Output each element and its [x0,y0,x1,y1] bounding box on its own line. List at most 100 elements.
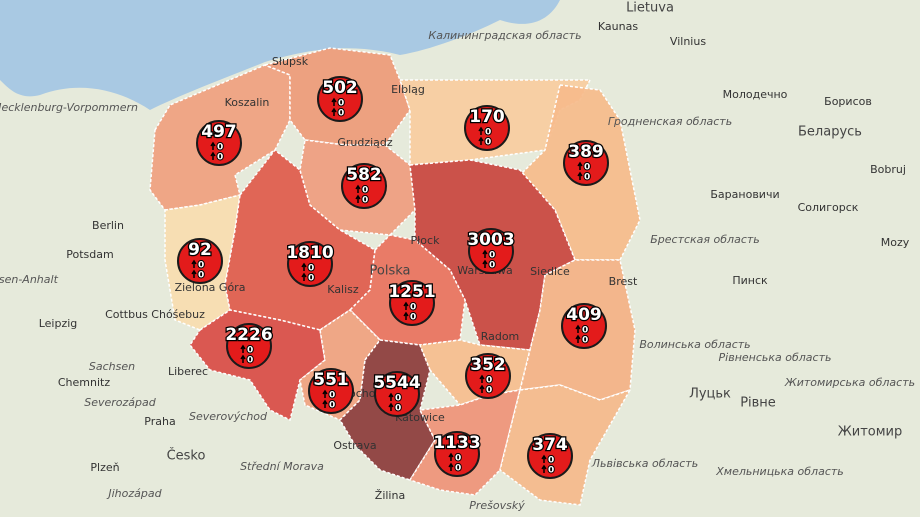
place-label: Žilina [375,489,405,502]
place-label: Vilnius [670,35,706,48]
place-label: Płock [411,234,441,247]
place-label: Ostrava [333,439,376,452]
place-label: Słupsk [272,55,309,68]
place-label: Střední Morava [240,460,324,473]
place-label: Polska [370,264,411,279]
place-label: Житомир [838,425,903,440]
deaths-count: 0 [584,173,590,183]
case-marker [226,323,272,369]
case-count: 3003 [467,230,514,250]
place-label: Mozy [881,236,910,249]
arrow-icon [388,402,394,411]
case-count: 1251 [388,282,435,302]
new-count: 0 [395,394,401,404]
place-label: Брестская область [650,233,760,246]
place-label: Praha [144,415,175,428]
arrow-icon [322,389,328,398]
place-label: Барановичи [710,188,779,201]
deaths-count: 0 [217,153,223,163]
new-count: 0 [329,391,335,401]
arrow-icon [541,464,547,473]
deaths-count: 0 [247,356,253,366]
new-count: 0 [198,261,204,271]
case-marker [287,241,333,287]
place-label: Житомирська область [784,376,915,389]
place-label: Калининградская область [428,29,581,42]
place-label: Brest [609,275,638,288]
arrow-icon [482,249,488,258]
arrow-icon [301,262,307,271]
arrow-icon [403,301,409,310]
arrow-icon [575,324,581,333]
case-marker [308,368,354,414]
place-label: Борисов [824,95,872,108]
place-label: Zielona Góra [175,281,246,294]
case-marker [434,431,480,477]
arrow-icon [541,454,547,463]
place-label: Sachsen-Anhalt [0,273,59,286]
arrow-icon [355,194,361,203]
arrow-icon [577,171,583,180]
place-label: Bobruj [870,163,906,176]
place-label: Prešovský [469,499,525,512]
case-count: 497 [201,122,237,142]
case-marker [527,433,573,479]
arrow-icon [210,141,216,150]
arrow-icon [210,151,216,160]
place-label: Liberec [168,365,208,378]
case-marker [465,353,511,399]
place-label: Elbląg [391,83,425,96]
place-label: Волинська область [639,338,750,351]
case-count: 170 [469,107,505,127]
deaths-count: 0 [455,464,461,474]
arrow-icon [240,354,246,363]
case-count: 374 [532,435,568,455]
place-label: Severozápad [84,396,157,409]
place-label: Leipzig [39,317,78,330]
case-marker [374,371,420,417]
arrow-icon [478,126,484,135]
deaths-count: 0 [395,404,401,414]
sea [0,0,500,110]
arrow-icon [331,97,337,106]
arrow-icon [577,161,583,170]
case-marker [563,140,609,186]
place-label: Львівська область [591,457,698,470]
sea-lagoon [500,0,560,24]
case-marker [317,76,363,122]
new-count: 0 [247,346,253,356]
deaths-count: 0 [489,261,495,271]
place-label: Cottbus Chóśebuz [105,308,205,321]
new-count: 0 [582,326,588,336]
place-label: Jihozápad [106,487,162,500]
arrow-icon [240,344,246,353]
place-label: Рівне [740,396,776,411]
arrow-icon [355,184,361,193]
arrow-icon [191,259,197,268]
case-marker [389,280,435,326]
place-label: Kalisz [327,283,359,296]
place-label: Молодечно [723,88,788,101]
place-label: Potsdam [66,248,113,261]
deaths-count: 0 [308,274,314,284]
place-label: Česko [167,448,206,464]
new-count: 0 [584,163,590,173]
case-marker [468,228,514,274]
case-count: 551 [313,370,349,390]
new-count: 0 [485,128,491,138]
case-count: 2226 [225,325,272,345]
arrow-icon [403,311,409,320]
arrow-icon [301,272,307,281]
place-label: Radom [481,330,520,343]
place-label: Луцьк [689,387,731,402]
place-label: Severovýchod [189,410,268,423]
case-count: 1810 [286,243,333,263]
arrow-icon [448,462,454,471]
new-count: 0 [362,186,368,196]
case-marker [196,120,242,166]
place-label: Koszalin [225,96,270,109]
new-count: 0 [548,456,554,466]
arrow-icon [331,107,337,116]
arrow-icon [479,374,485,383]
